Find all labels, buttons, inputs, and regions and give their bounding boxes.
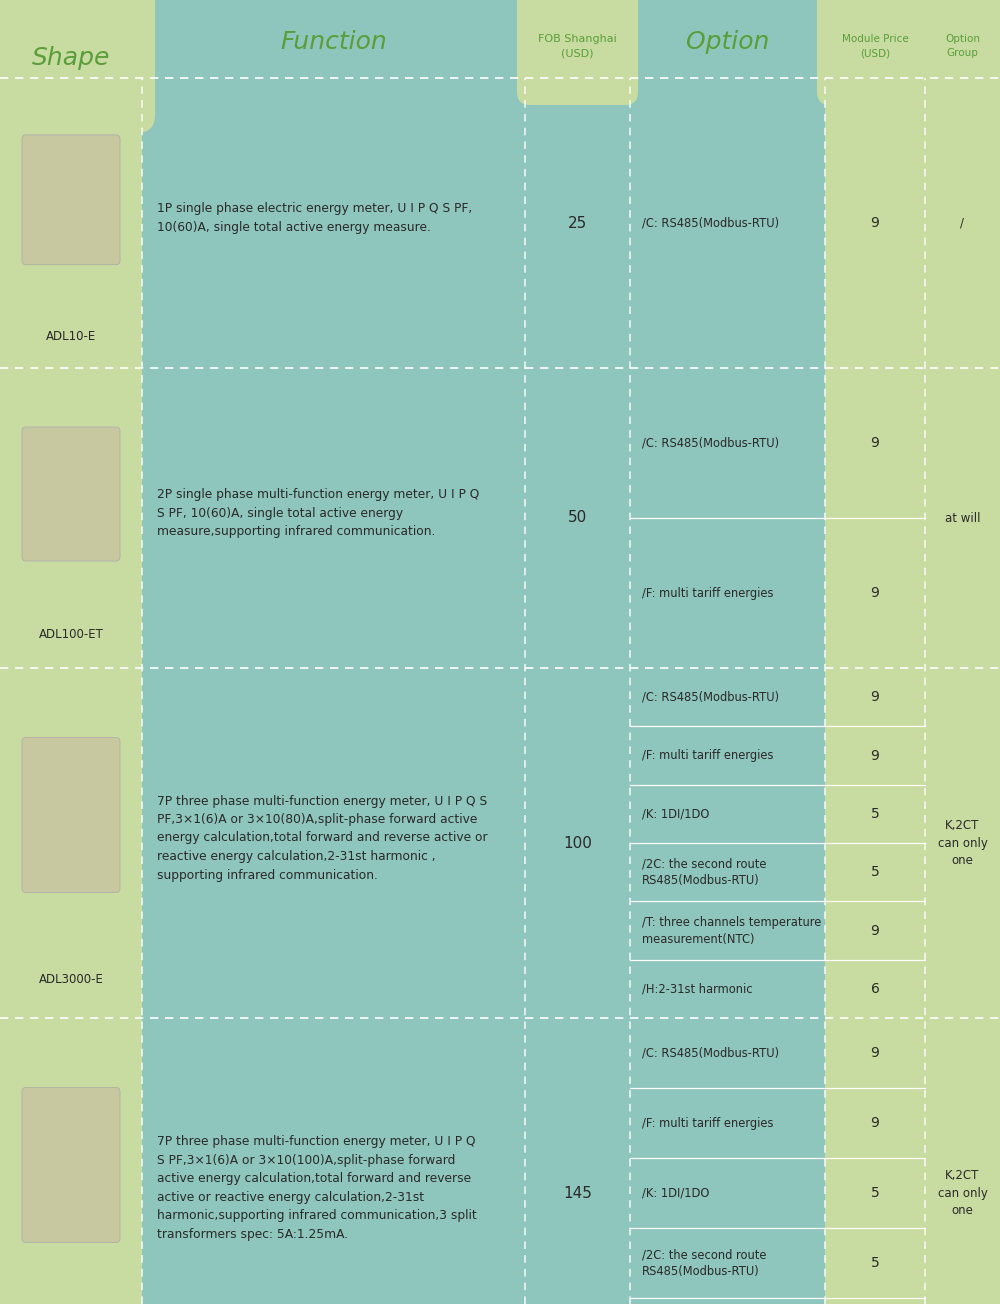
Text: /F: multi tariff energies: /F: multi tariff energies [642, 587, 774, 600]
Text: K,2CT
can only
one: K,2CT can only one [938, 1168, 987, 1218]
Text: Function: Function [280, 30, 387, 53]
Text: 1P single phase electric energy meter, U I P Q S PF,
10(60)A, single total activ: 1P single phase electric energy meter, U… [157, 202, 472, 233]
Text: /2C: the second route
RS485(Modbus-RTU): /2C: the second route RS485(Modbus-RTU) [642, 857, 767, 887]
Text: K,2CT
can only
one: K,2CT can only one [938, 819, 987, 867]
Text: 9: 9 [871, 923, 879, 938]
Text: /2C: the second route
RS485(Modbus-RTU): /2C: the second route RS485(Modbus-RTU) [642, 1248, 767, 1278]
Text: Option
Group: Option Group [945, 34, 980, 57]
Text: 9: 9 [871, 436, 879, 450]
Text: /T: three channels temperature
measurement(NTC): /T: three channels temperature measureme… [642, 915, 821, 945]
Text: /: / [960, 216, 964, 230]
Text: Shape: Shape [32, 46, 110, 70]
Text: 9: 9 [871, 1046, 879, 1060]
Text: FOB Shanghai
(USD): FOB Shanghai (USD) [538, 34, 617, 57]
Text: 5: 5 [871, 1187, 879, 1200]
Text: 145: 145 [563, 1185, 592, 1201]
Text: /C: RS485(Modbus-RTU): /C: RS485(Modbus-RTU) [642, 437, 779, 450]
Bar [142, 0, 825, 1304]
Text: 25: 25 [568, 215, 587, 231]
Text: /K: 1DI/1DO: /K: 1DI/1DO [642, 807, 709, 820]
Text: 7P three phase multi-function energy meter, U I P Q S
PF,3×1(6)A or 3×10(80)A,sp: 7P three phase multi-function energy met… [157, 794, 488, 882]
Text: /C: RS485(Modbus-RTU): /C: RS485(Modbus-RTU) [642, 216, 779, 230]
Text: 6: 6 [871, 982, 879, 996]
Bar [825, 0, 1000, 1304]
Text: /C: RS485(Modbus-RTU): /C: RS485(Modbus-RTU) [642, 1047, 779, 1059]
Text: ADL100-ET: ADL100-ET [39, 629, 103, 642]
Text: /H:2-31st harmonic: /H:2-31st harmonic [642, 982, 753, 995]
FancyBboxPatch shape [0, 0, 155, 133]
Text: /C: RS485(Modbus-RTU): /C: RS485(Modbus-RTU) [642, 691, 779, 704]
FancyBboxPatch shape [22, 1088, 120, 1243]
Text: Module Price
(USD): Module Price (USD) [842, 34, 908, 57]
Text: /F: multi tariff energies: /F: multi tariff energies [642, 748, 774, 762]
Text: 9: 9 [871, 1116, 879, 1131]
Text: 100: 100 [563, 836, 592, 850]
FancyBboxPatch shape [22, 426, 120, 561]
Text: 2P single phase multi-function energy meter, U I P Q
S PF, 10(60)A, single total: 2P single phase multi-function energy me… [157, 488, 479, 539]
Text: 9: 9 [871, 585, 879, 600]
Text: /F: multi tariff energies: /F: multi tariff energies [642, 1116, 774, 1129]
Bar [142, 0, 825, 78]
Text: 9: 9 [871, 748, 879, 763]
FancyBboxPatch shape [915, 0, 1000, 106]
Text: /K: 1DI/1DO: /K: 1DI/1DO [642, 1187, 709, 1200]
FancyBboxPatch shape [22, 134, 120, 265]
Text: at will: at will [945, 511, 980, 524]
FancyBboxPatch shape [817, 0, 933, 106]
FancyBboxPatch shape [517, 0, 638, 106]
FancyBboxPatch shape [22, 738, 120, 892]
Text: Option: Option [686, 30, 769, 53]
Bar [0, 0, 142, 1304]
Text: 9: 9 [871, 690, 879, 704]
Text: 5: 5 [871, 807, 879, 820]
Text: 5: 5 [871, 865, 879, 879]
Text: 7P three phase multi-function energy meter, U I P Q
S PF,3×1(6)A or 3×10(100)A,s: 7P three phase multi-function energy met… [157, 1136, 477, 1240]
Text: 50: 50 [568, 510, 587, 526]
Text: ADL3000-E: ADL3000-E [39, 973, 103, 986]
Text: ADL10-E: ADL10-E [46, 330, 96, 343]
Text: 9: 9 [871, 216, 879, 230]
Text: 5: 5 [871, 1256, 879, 1270]
